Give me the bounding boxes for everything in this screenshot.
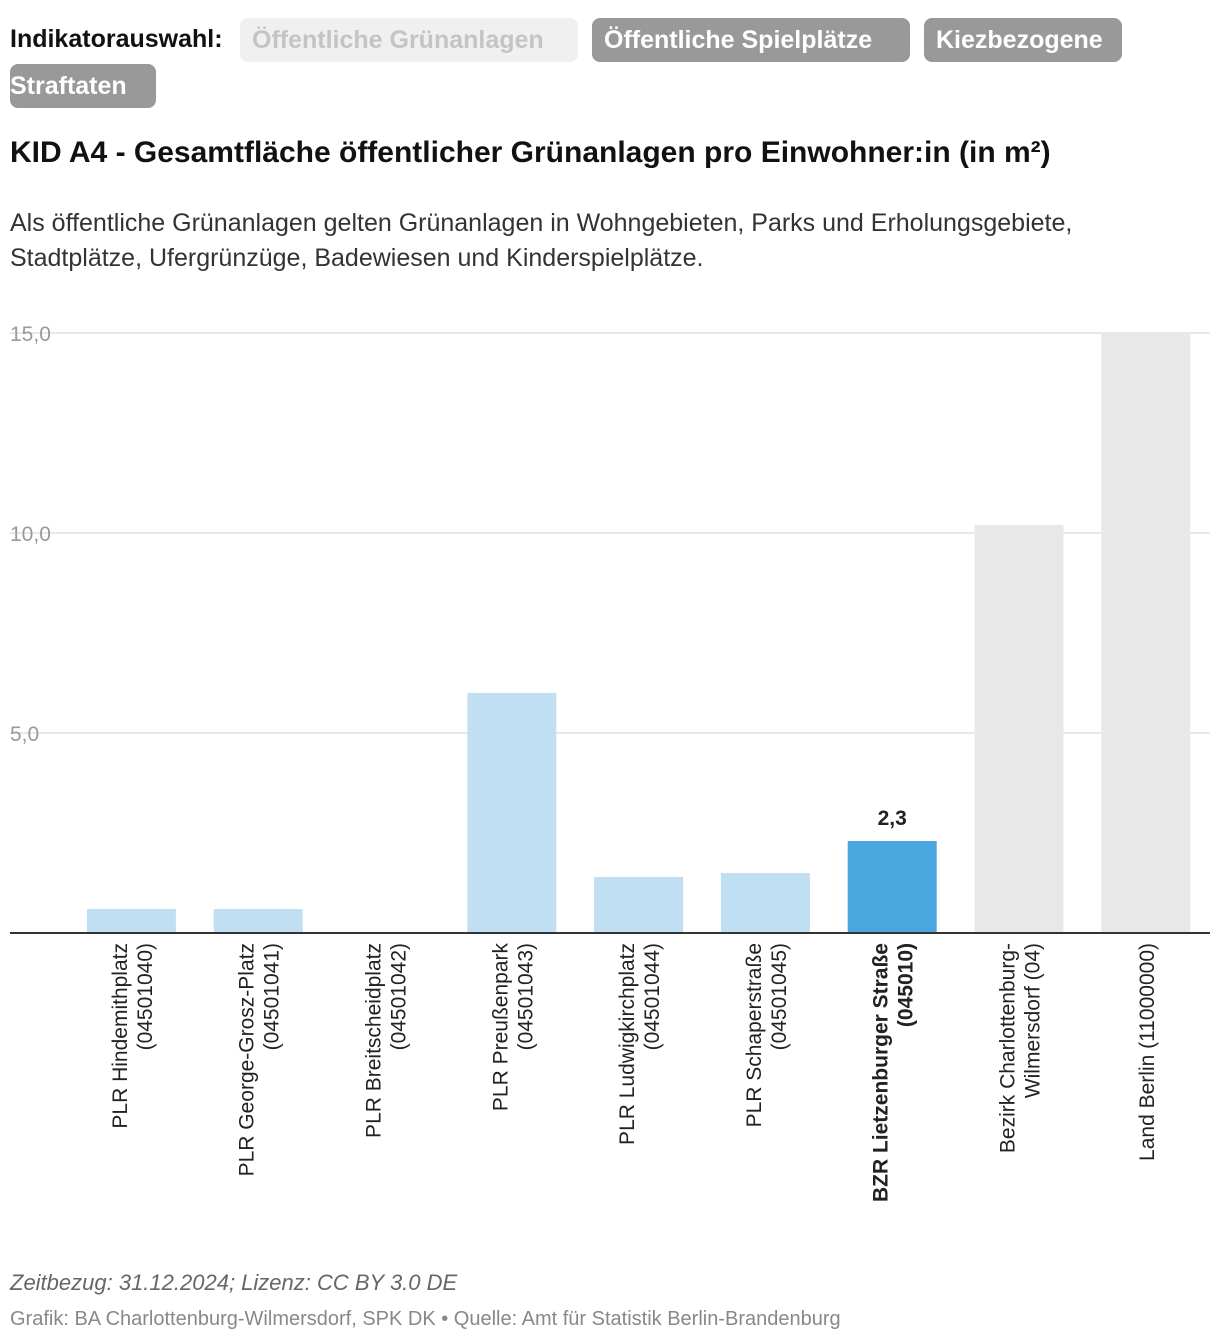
x-tick-label: (04501041) [261, 943, 284, 1050]
x-tick-label: Wilmersdorf (04) [1022, 943, 1045, 1098]
bar-chart: 5,0 10,0 15,0 PLR Hindemithplatz (04501040) P… [10, 323, 1210, 1202]
bar [467, 693, 557, 933]
x-tick-label: PLR Ludwigkirchplatz [616, 943, 639, 1145]
x-tick-label: BZR Lietzenburger Straße [870, 943, 893, 1202]
chart-description: Als öffentliche Grünanlagen gelten Grüna… [10, 209, 1073, 272]
x-tick-label: PLR George-Grosz-Platz [236, 943, 259, 1176]
x-tick-label: (04501040) [134, 943, 157, 1050]
x-tick-label: PLR Breitscheidplatz [363, 943, 386, 1138]
x-tick-label: (04501043) [514, 943, 537, 1050]
x-tick-label: Land Berlin (11000000) [1136, 943, 1159, 1161]
tab-kiezbezogene-straftaten-continued[interactable]: Straftaten [10, 64, 156, 108]
data-label: 2,3 [878, 807, 907, 830]
x-tick-label: (04501045) [768, 943, 791, 1050]
selector-label: Indikatorauswahl: [10, 25, 223, 53]
x-tick-label: PLR Schaperstraße [743, 943, 766, 1127]
tab-kiezbezogene-straftaten[interactable]: Kiezbezogene [924, 18, 1122, 62]
footer-credit: Grafik: BA Charlottenburg-Wilmersdorf, S… [10, 1308, 841, 1330]
bar [974, 525, 1064, 933]
x-tick-label: PLR Preußenpark [489, 943, 512, 1112]
bar [847, 841, 937, 933]
x-tick-label: (04501044) [641, 943, 664, 1050]
bar [86, 909, 176, 933]
x-tick-label: Bezirk Charlottenburg- [997, 943, 1020, 1153]
indicator-selector: Indikatorauswahl: Öffentliche Grünanlage… [10, 10, 1122, 110]
x-tick-label: (04501042) [388, 943, 411, 1050]
tab-oeffentliche-gruenanlagen[interactable]: Öffentliche Grünanlagen [240, 18, 578, 62]
x-tick-label: PLR Hindemithplatz [109, 943, 132, 1129]
footer-note: Zeitbezug: 31.12.2024; Lizenz: CC BY 3.0… [10, 1270, 458, 1295]
y-tick-label: 15,0 [10, 323, 51, 346]
bar [213, 909, 303, 933]
tab-oeffentliche-spielplaetze[interactable]: Öffentliche Spielplätze [592, 18, 910, 62]
y-tick-label: 5,0 [10, 723, 39, 746]
bar [720, 873, 810, 933]
y-tick-label: 10,0 [10, 523, 51, 546]
x-tick-label: (045010) [895, 943, 918, 1027]
chart-title: KID A4 - Gesamtfläche öffentlicher Grüna… [10, 136, 1051, 169]
bar [594, 877, 684, 933]
bar [1101, 333, 1191, 933]
